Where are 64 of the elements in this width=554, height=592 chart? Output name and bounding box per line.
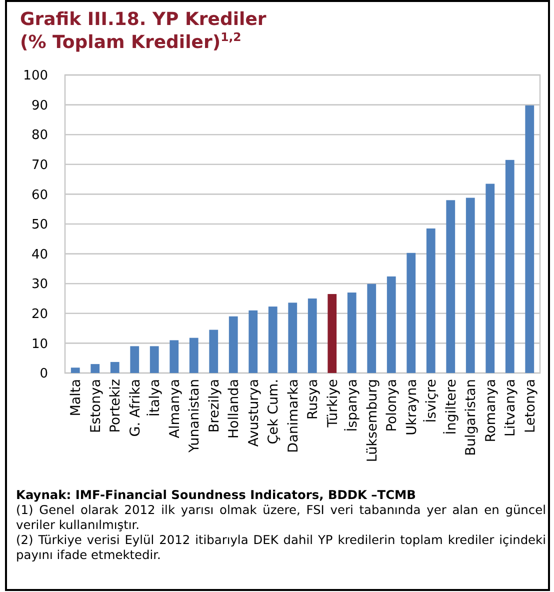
- x-tick-label: Bulgaristan: [463, 379, 480, 456]
- text: Kaynak: IMF-Financial Soundness Indicators, BDDK –TCMB: [16, 488, 417, 503]
- bar: [90, 364, 100, 373]
- text: (2) Türkiye verisi Eylül 2012 itibarıyla DEK dahil YP kredilerin toplam krediler içindeki payını ifade etmektedir.: [16, 533, 546, 563]
- bar: [150, 346, 159, 373]
- x-tick-label: Litvanya: [502, 379, 519, 437]
- y-tick-label: 50: [31, 218, 48, 233]
- bar: [130, 346, 140, 373]
- x-tick-label: Polonya: [384, 379, 400, 432]
- y-tick-label: 60: [31, 188, 48, 203]
- bar: [209, 330, 218, 373]
- y-tick-label: 90: [31, 98, 48, 114]
- bar: [525, 105, 534, 373]
- bar: [170, 340, 179, 373]
- bar: [446, 200, 456, 373]
- x-tick-label: Hollanda: [226, 379, 242, 439]
- x-tick-label: Türkiye: [324, 379, 341, 428]
- bar: [248, 310, 258, 373]
- text: (1) Genel olarak 2012 ilk yarısı olmak üzere, FSI veri tabanında yer alan en güncel veriler kullanılmıştır.: [16, 503, 546, 533]
- y-tick-label: 70: [31, 158, 48, 173]
- x-tick-label: İngiltere: [442, 379, 460, 435]
- x-tick-label: Malta: [68, 379, 84, 416]
- x-tick-label: Rusya: [305, 379, 322, 420]
- x-tick-label: İtalya: [146, 379, 164, 417]
- x-tick-label: Almanya: [166, 379, 183, 438]
- x-tick-label: Avusturya: [246, 379, 262, 447]
- bar: [110, 362, 120, 373]
- x-tick-label: Lüksemburg: [364, 379, 380, 462]
- x-tick-label: Yunanistan: [186, 379, 203, 454]
- bar: [228, 316, 238, 373]
- x-tick-label: G. Afrika: [127, 379, 144, 437]
- x-tick-label: Danimarka: [285, 379, 302, 453]
- bar: [367, 284, 376, 373]
- chart-subtitle: (% Toplam Krediler)$^{1,2}$: [20, 30, 242, 53]
- bar: [505, 160, 514, 373]
- x-tick-label: Ukrayna: [404, 379, 420, 436]
- bar: [426, 228, 436, 373]
- bar: [189, 338, 198, 373]
- bar: [288, 302, 298, 373]
- bar: [347, 292, 356, 373]
- y-tick-label: 100: [23, 68, 48, 84]
- x-tick-label: Letonya: [522, 379, 538, 433]
- bar: [466, 198, 475, 373]
- bar: [386, 276, 396, 373]
- bar: [328, 294, 337, 373]
- bar: [70, 368, 80, 373]
- x-tick-label: İsviçre: [422, 379, 440, 423]
- x-tick-label: Estonya: [88, 379, 104, 433]
- y-tick-label: 40: [31, 247, 48, 262]
- bar: [308, 298, 317, 373]
- bar: [406, 252, 416, 373]
- bar: [486, 184, 495, 373]
- y-tick-label: 10: [31, 336, 48, 352]
- y-tick-label: 80: [31, 128, 48, 144]
- x-tick-label: İspanya: [344, 379, 361, 432]
- y-tick-label: 20: [31, 306, 48, 322]
- bar: [268, 306, 278, 373]
- x-tick-label: Portekiz: [108, 379, 124, 433]
- chart-title: Grafik III.18. YP Krediler: [20, 9, 266, 30]
- x-tick-label: Çek Cum.: [266, 379, 282, 444]
- x-tick-label: Romanya: [482, 379, 499, 442]
- x-tick-label: Brezilya: [206, 379, 222, 433]
- y-tick-label: 30: [31, 277, 48, 292]
- y-tick-label: 0: [40, 366, 48, 382]
